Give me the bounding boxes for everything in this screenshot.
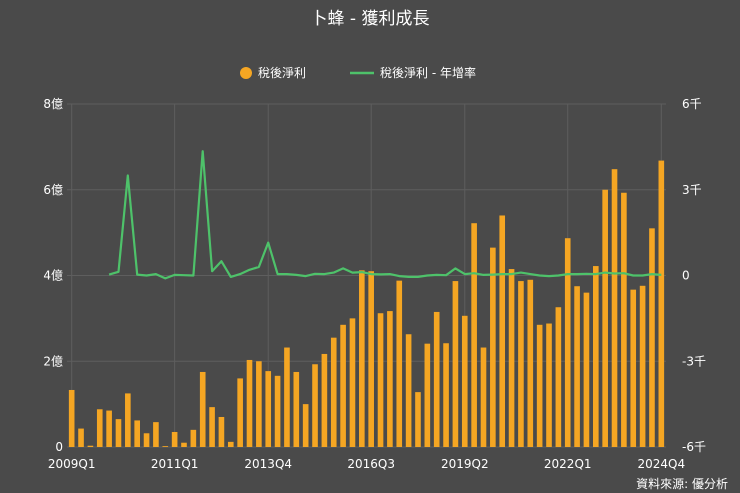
right-y-tick: 6千 bbox=[682, 97, 702, 111]
bar[interactable] bbox=[396, 280, 403, 447]
bar[interactable] bbox=[199, 371, 206, 447]
bar[interactable] bbox=[658, 160, 665, 447]
bar[interactable] bbox=[611, 169, 618, 448]
bar[interactable] bbox=[480, 347, 487, 447]
bar[interactable] bbox=[218, 416, 225, 447]
bar[interactable] bbox=[639, 285, 646, 447]
bar[interactable] bbox=[443, 343, 449, 447]
legend-bar-label: 稅後淨利 bbox=[258, 66, 306, 80]
bar[interactable] bbox=[499, 215, 506, 447]
bar[interactable] bbox=[377, 313, 384, 447]
bar[interactable] bbox=[518, 281, 524, 447]
legend-bar-marker bbox=[240, 67, 252, 79]
bar[interactable] bbox=[621, 192, 627, 447]
bar[interactable] bbox=[330, 337, 337, 447]
bar[interactable] bbox=[433, 311, 440, 447]
bar[interactable] bbox=[265, 371, 272, 447]
x-axis: 2009Q1 2011Q1 2013Q4 2016Q3 2019Q2 2022Q1 2024… bbox=[48, 457, 685, 471]
bar[interactable] bbox=[237, 378, 243, 447]
bar[interactable] bbox=[415, 392, 421, 447]
bar[interactable] bbox=[649, 228, 655, 447]
bar[interactable] bbox=[190, 429, 197, 447]
bar[interactable] bbox=[536, 324, 543, 447]
bar[interactable] bbox=[284, 347, 290, 447]
left-y-tick: 0 bbox=[55, 440, 63, 454]
right-y-tick: 3千 bbox=[682, 183, 702, 197]
bar[interactable] bbox=[508, 269, 515, 447]
bar[interactable] bbox=[274, 375, 281, 447]
bar[interactable] bbox=[246, 359, 253, 447]
chart-title: 卜蜂 - 獲利成長 bbox=[311, 9, 430, 29]
left-y-tick: 8億 bbox=[43, 97, 63, 111]
bar[interactable] bbox=[293, 371, 300, 447]
bar[interactable] bbox=[321, 353, 328, 447]
left-y-axis: 0 2億 4億 6億 8億 bbox=[43, 97, 63, 454]
x-tick: 2022Q1 bbox=[544, 457, 592, 471]
bar[interactable] bbox=[87, 445, 94, 447]
x-tick: 2016Q3 bbox=[347, 457, 395, 471]
bar[interactable] bbox=[349, 318, 356, 447]
bar[interactable] bbox=[592, 266, 599, 447]
bar[interactable] bbox=[256, 361, 262, 447]
bar[interactable] bbox=[555, 307, 562, 447]
x-tick: 2011Q1 bbox=[151, 457, 199, 471]
bar[interactable] bbox=[68, 389, 75, 447]
left-y-tick: 4億 bbox=[43, 269, 63, 283]
bar[interactable] bbox=[227, 441, 234, 447]
bar[interactable] bbox=[424, 343, 431, 447]
legend[interactable]: 稅後淨利 稅後淨利 - 年增率 bbox=[240, 65, 476, 80]
bar[interactable] bbox=[546, 323, 552, 447]
right-y-tick: -6千 bbox=[682, 440, 706, 454]
bar-series bbox=[68, 160, 665, 448]
right-y-axis: -6千 -3千 0 3千 6千 bbox=[682, 97, 706, 454]
x-tick: 2009Q1 bbox=[48, 457, 96, 471]
bar[interactable] bbox=[209, 407, 215, 447]
right-y-tick: -3千 bbox=[682, 354, 706, 368]
bar[interactable] bbox=[405, 334, 412, 447]
x-tick: 2024Q4 bbox=[638, 457, 686, 471]
x-tick: 2019Q2 bbox=[441, 457, 489, 471]
x-tick: 2013Q4 bbox=[244, 457, 292, 471]
bar[interactable] bbox=[340, 324, 346, 447]
legend-line-label: 稅後淨利 - 年增率 bbox=[380, 65, 476, 80]
bar[interactable] bbox=[630, 289, 637, 447]
bar[interactable] bbox=[106, 410, 112, 447]
bar[interactable] bbox=[471, 223, 477, 447]
bar[interactable] bbox=[96, 409, 103, 447]
bar[interactable] bbox=[78, 428, 84, 447]
bar[interactable] bbox=[490, 247, 496, 447]
left-y-tick: 2億 bbox=[43, 354, 63, 368]
growth-line[interactable] bbox=[108, 150, 662, 280]
right-y-tick: 0 bbox=[682, 269, 690, 283]
bar[interactable] bbox=[134, 420, 141, 447]
bar[interactable] bbox=[602, 189, 608, 447]
bar[interactable] bbox=[368, 271, 374, 447]
bar[interactable] bbox=[125, 393, 131, 447]
bar[interactable] bbox=[359, 270, 365, 447]
source-note: 資料來源: 優分析 bbox=[636, 477, 728, 491]
left-y-tick: 6億 bbox=[43, 183, 63, 197]
bar[interactable] bbox=[115, 419, 122, 447]
bar[interactable] bbox=[181, 442, 187, 447]
bar[interactable] bbox=[312, 364, 318, 447]
bar[interactable] bbox=[143, 433, 150, 447]
bar[interactable] bbox=[461, 315, 468, 447]
bar[interactable] bbox=[452, 281, 459, 447]
bar[interactable] bbox=[302, 404, 309, 447]
bar[interactable] bbox=[574, 286, 580, 447]
bar[interactable] bbox=[153, 422, 159, 447]
bar[interactable] bbox=[527, 279, 534, 447]
bar[interactable] bbox=[387, 311, 393, 447]
bar[interactable] bbox=[564, 238, 571, 447]
bar[interactable] bbox=[162, 446, 169, 447]
line-series bbox=[108, 150, 662, 280]
bar[interactable] bbox=[171, 431, 178, 447]
bar[interactable] bbox=[583, 292, 590, 447]
